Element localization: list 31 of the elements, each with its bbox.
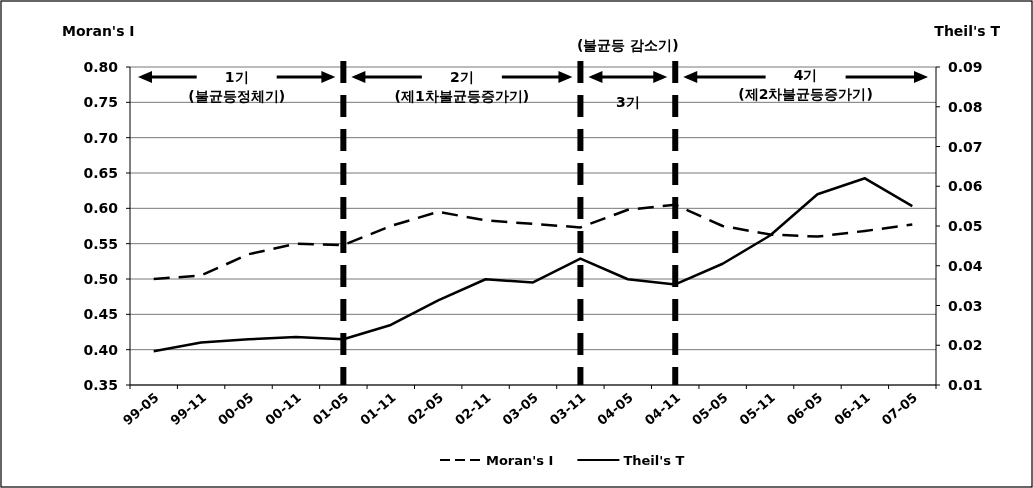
annotation: 1기 [224, 69, 249, 85]
y-tick-label: 0.40 [83, 341, 119, 358]
y-tick-label: 0.50 [83, 271, 119, 287]
legend-label: Moran's I [486, 453, 554, 468]
y2-tick-label: 0.09 [948, 59, 983, 75]
annotation: (불균등정체기) [188, 88, 286, 104]
y2-axis-title: Theil's T [934, 23, 1001, 39]
y-tick-label: 0.55 [83, 235, 118, 252]
annotation: 2기 [450, 69, 474, 85]
y-tick-label: 0.80 [83, 59, 119, 75]
y2-tick-label: 0.07 [948, 138, 983, 155]
y-tick-label: 0.65 [83, 165, 118, 181]
y-tick-label: 0.70 [83, 129, 119, 146]
y-tick-label: 0.45 [83, 306, 118, 323]
y2-tick-label: 0.04 [948, 257, 983, 274]
y2-tick-label: 0.03 [948, 297, 983, 314]
annotation: (제1차불균등증가기) [394, 88, 530, 104]
y2-tick-label: 0.08 [948, 98, 983, 115]
y-axis-title: Moran's I [62, 23, 135, 39]
annotation: 3기 [615, 94, 640, 110]
legend-label: Theil's T [623, 453, 685, 468]
y2-tick-label: 0.05 [948, 218, 983, 234]
y-tick-label: 0.35 [83, 377, 118, 393]
y-tick-label: 0.60 [83, 200, 119, 217]
text: (불균등 감소기) [576, 37, 679, 53]
y2-tick-label: 0.01 [948, 377, 983, 393]
y-tick-label: 0.75 [83, 94, 118, 111]
y2-tick-label: 0.02 [948, 337, 983, 354]
annotation: 4기 [793, 67, 818, 83]
y2-tick-label: 0.06 [948, 178, 983, 195]
annotation: (제2차불균등증가기) [738, 86, 873, 102]
